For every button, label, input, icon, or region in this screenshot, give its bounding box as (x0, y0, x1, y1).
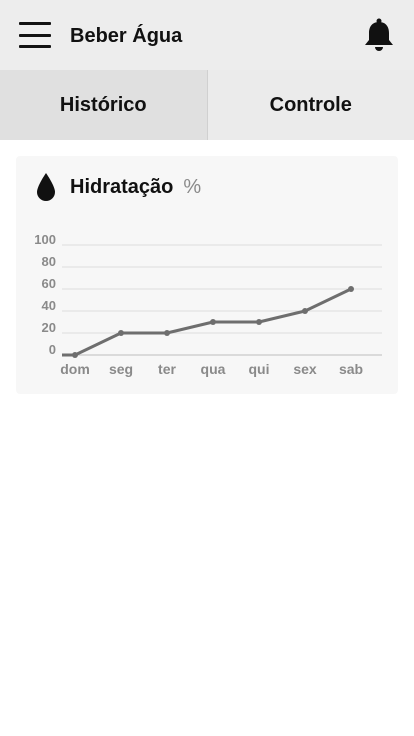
y-tick-label: 0 (49, 342, 56, 357)
y-tick-label: 40 (42, 298, 56, 313)
app-title: Beber Água (70, 24, 182, 48)
y-tick-label: 20 (42, 320, 56, 335)
hamburger-menu-icon[interactable] (19, 22, 51, 48)
data-point (210, 319, 216, 325)
card-title: Hidratação (70, 176, 173, 199)
data-point (118, 330, 124, 336)
data-point (302, 308, 308, 314)
data-point (256, 319, 262, 325)
y-tick-label: 80 (42, 254, 56, 269)
data-point (348, 286, 354, 292)
series-line (62, 289, 351, 355)
app-bar: Beber Água (0, 0, 414, 70)
y-tick-label: 100 (34, 232, 56, 247)
x-tick-label: sab (339, 361, 363, 377)
data-point (164, 330, 170, 336)
tab-controle[interactable]: Controle (207, 70, 414, 140)
x-tick-label: sex (293, 361, 317, 377)
x-tick-label: qua (201, 361, 226, 377)
x-tick-label: ter (158, 361, 176, 377)
card-header: Hidratação % (36, 172, 201, 202)
x-tick-label: dom (60, 361, 90, 377)
x-tick-label: seg (109, 361, 133, 377)
hydration-card: 100 80 60 40 20 0 dom seg ter qua qui sex sab Hidrat… (16, 156, 398, 394)
y-tick-label: 60 (42, 276, 56, 291)
tab-historico[interactable]: Histórico (0, 70, 207, 140)
card-unit: % (183, 176, 201, 199)
water-drop-icon (36, 172, 56, 202)
tab-bar: Histórico Controle (0, 70, 414, 140)
x-tick-label: qui (249, 361, 270, 377)
data-point (72, 352, 78, 358)
bell-icon[interactable] (363, 18, 395, 52)
